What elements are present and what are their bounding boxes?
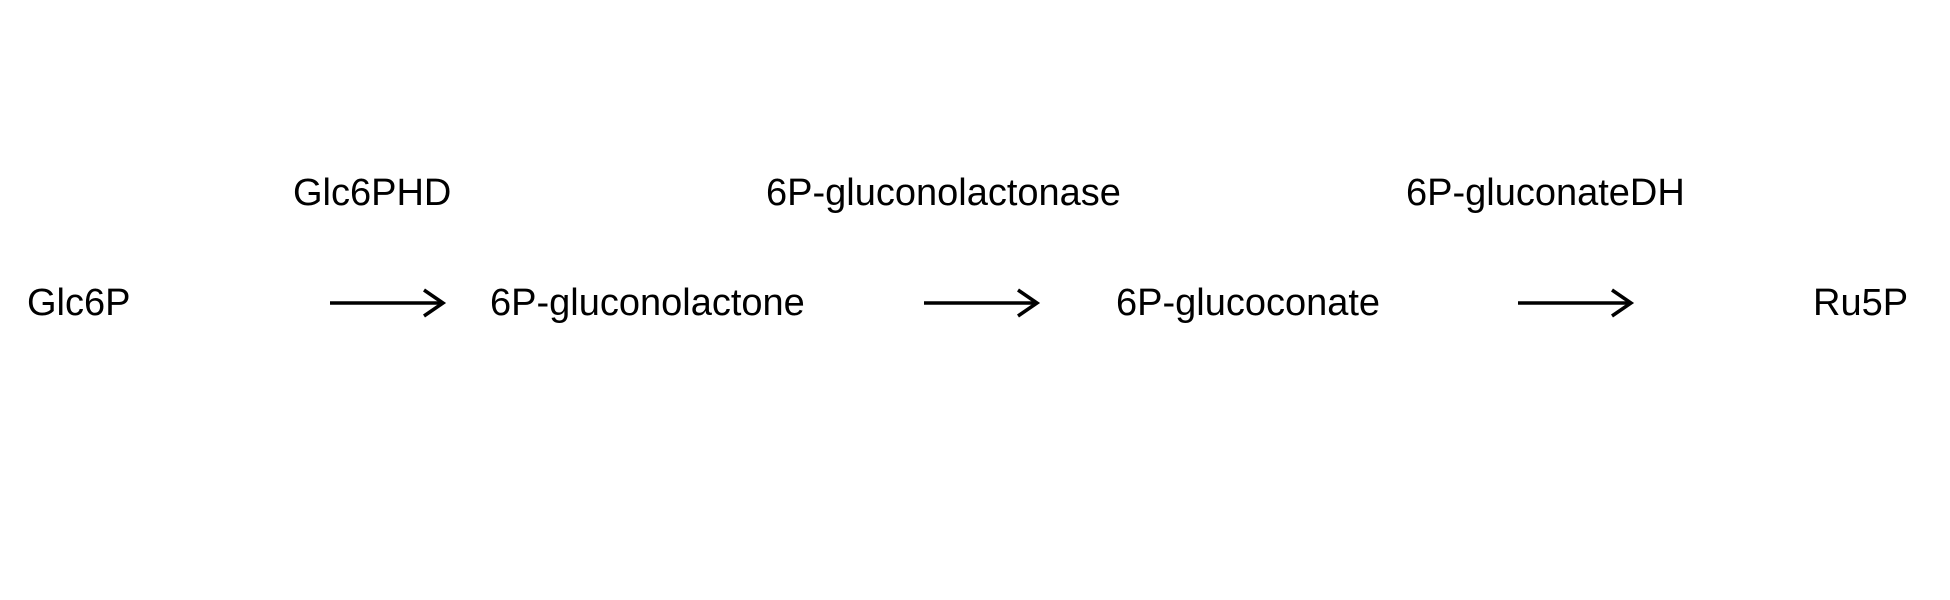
- compound-ru5p: Ru5P: [1813, 282, 1909, 324]
- compound-glc6p: Glc6P: [27, 282, 131, 324]
- reaction-arrow-1: [330, 288, 447, 318]
- enzyme-glc6phd: Glc6PHD: [293, 172, 452, 214]
- compound-6p-glucoconate: 6P-glucoconate: [1116, 282, 1381, 324]
- enzyme-6p-gluconolactonase: 6P-gluconolactonase: [766, 172, 1121, 214]
- reaction-arrow-2: [924, 288, 1041, 318]
- compound-6p-gluconolactone: 6P-gluconolactone: [490, 282, 805, 324]
- reaction-arrow-3: [1518, 288, 1635, 318]
- enzyme-6p-gluconatedh: 6P-gluconateDH: [1406, 172, 1685, 214]
